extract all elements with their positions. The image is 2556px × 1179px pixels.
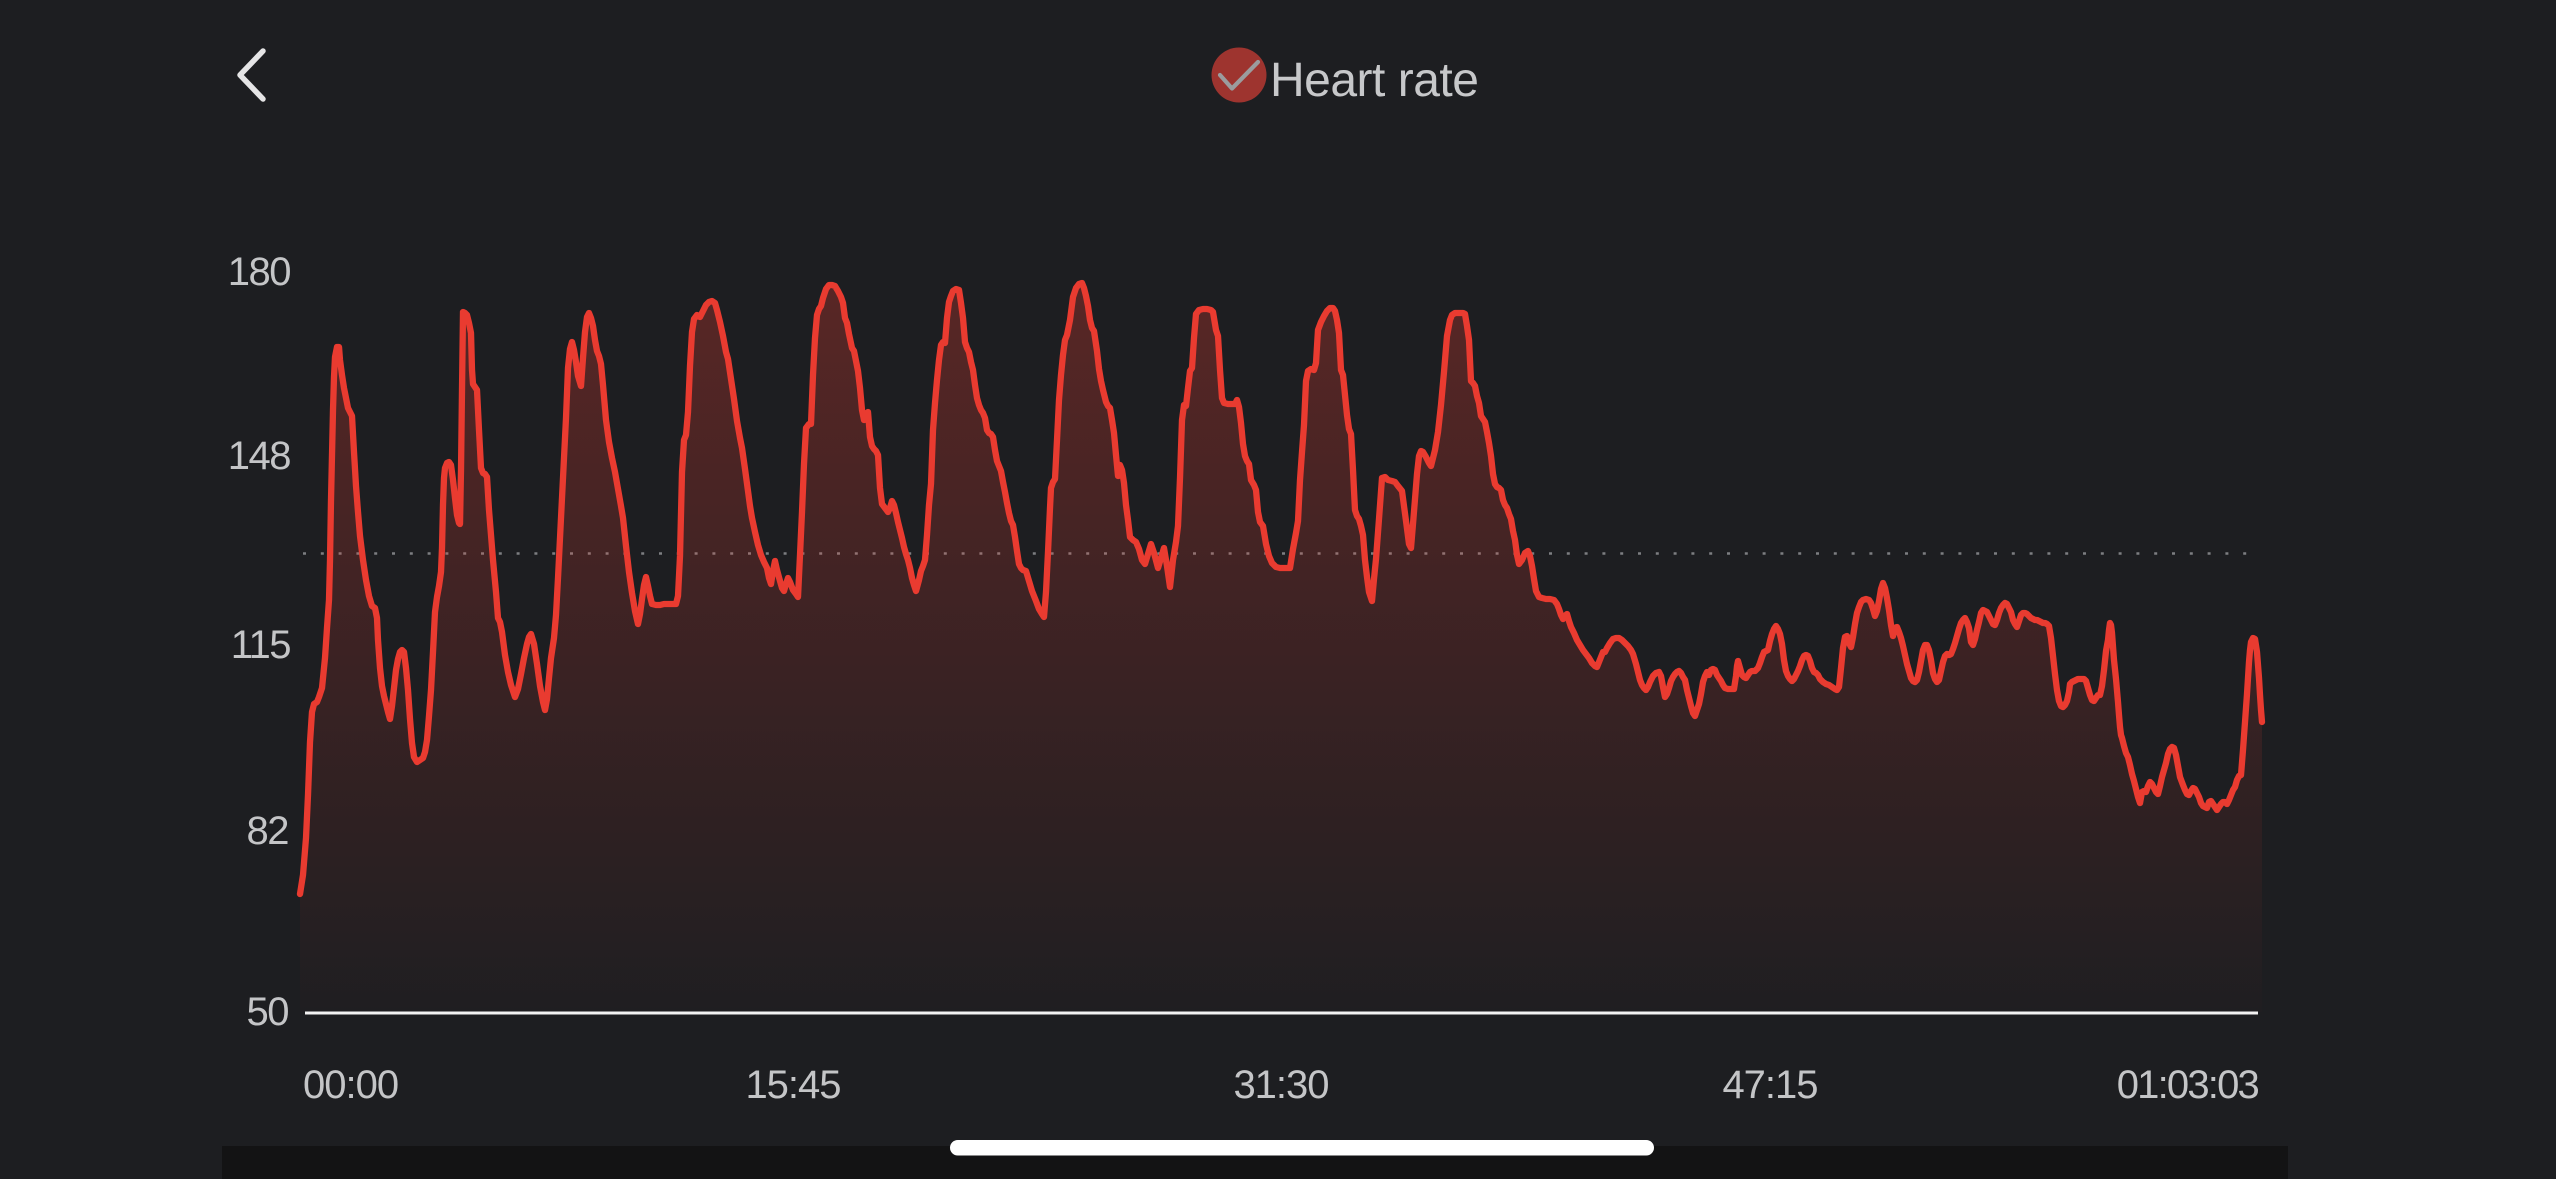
svg-text:115: 115	[231, 623, 291, 667]
svg-text:82: 82	[247, 809, 289, 853]
svg-text:00:00: 00:00	[303, 1063, 398, 1107]
svg-text:31:30: 31:30	[1233, 1063, 1328, 1107]
svg-text:15:45: 15:45	[745, 1063, 840, 1107]
svg-text:01:03:03: 01:03:03	[2117, 1063, 2259, 1107]
svg-text:180: 180	[228, 250, 290, 294]
svg-text:148: 148	[228, 434, 290, 478]
svg-text:47:15: 47:15	[1722, 1063, 1817, 1107]
svg-text:Heart rate: Heart rate	[1270, 54, 1478, 107]
svg-text:50: 50	[247, 990, 289, 1034]
